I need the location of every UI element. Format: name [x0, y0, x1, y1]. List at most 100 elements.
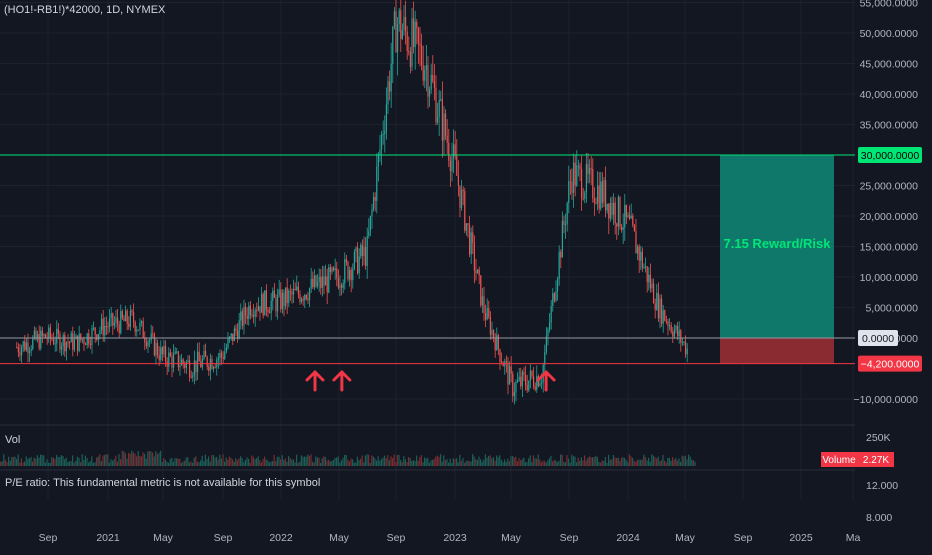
up-arrow-icon [536, 370, 556, 392]
volume-bar [504, 459, 506, 466]
volume-bar [81, 454, 83, 466]
candle-body [395, 11, 397, 53]
volume-bar [660, 460, 662, 466]
candle-body [368, 231, 370, 237]
volume-bar [508, 461, 510, 466]
volume-bar [348, 461, 350, 466]
volume-bar [139, 455, 141, 466]
volume-bar [361, 455, 363, 466]
candle-body [552, 293, 554, 307]
candle-body [30, 348, 32, 351]
volume-bar [600, 462, 602, 466]
candle-body [244, 306, 247, 316]
symbol-title[interactable]: (HO1!-RB1!)*42000, 1D, NYMEX [4, 4, 166, 16]
volume-bar [59, 457, 61, 466]
volume-bar [331, 460, 333, 466]
volume-bar [622, 457, 624, 466]
volume-bar [366, 454, 368, 466]
volume-bar [588, 456, 590, 466]
volume-bar [30, 456, 32, 466]
volume-bar [136, 456, 138, 466]
candle-body [584, 192, 586, 199]
volume-bar [120, 459, 122, 466]
volume-bar [75, 460, 77, 466]
candle-body [43, 334, 45, 337]
time-axis[interactable]: Sep 2021 May Sep 2022 May Sep 2023 May Sep 2024 May… [39, 532, 861, 544]
candle-body [184, 363, 186, 368]
pe-ratio-label: P/E ratio: This fundamental metric is no… [5, 477, 321, 489]
volume-bar [252, 456, 254, 466]
candle-body [323, 276, 325, 286]
volume-bar [515, 456, 517, 466]
risk-zone[interactable] [720, 338, 834, 364]
volume-bar [392, 458, 394, 466]
volume-bar [460, 460, 462, 466]
candle-body [49, 327, 51, 338]
volume-bar [571, 454, 573, 466]
volume-bar [603, 460, 605, 466]
candle-body [249, 305, 251, 316]
candle-body [521, 371, 523, 387]
candle-body [294, 289, 296, 291]
volume-bar [547, 460, 549, 466]
volume-bar [278, 456, 280, 466]
volume-bar [152, 452, 154, 466]
candle-body [270, 300, 272, 313]
volume-bar [464, 462, 466, 466]
position-tool[interactable]: 7.15 Reward/Risk [720, 155, 834, 364]
candle-body [308, 288, 311, 301]
volume-bar [84, 455, 86, 466]
candle-body [457, 175, 459, 186]
volume-bar [568, 458, 570, 466]
candle-body [363, 246, 365, 256]
price-axis[interactable]: 55,000.0000 50,000.0000 45,000.0000 40,000.… [821, 0, 932, 550]
volume-bar [368, 454, 370, 466]
volume-bar [283, 460, 285, 466]
candle-body [520, 376, 522, 387]
volume-bar [609, 459, 611, 466]
volume-bar [483, 459, 485, 466]
volume-bar [145, 458, 147, 466]
candle-body [369, 215, 371, 232]
candle-body [268, 312, 271, 314]
candle-body [206, 356, 208, 367]
volume-bar [654, 457, 656, 466]
volume-bar [385, 458, 387, 466]
volume-bar [681, 455, 683, 466]
volume-bar [404, 459, 406, 466]
candle-body [507, 362, 509, 385]
candle-body [667, 321, 669, 327]
candle-body [419, 43, 421, 46]
volume-bar [416, 455, 418, 466]
volume-bar [235, 458, 237, 466]
volume-bar [91, 456, 93, 466]
volume-bar [334, 457, 336, 466]
volume-bar [313, 462, 315, 466]
volume-bar [387, 455, 389, 466]
volume-bar [190, 461, 192, 466]
volume-bar [584, 455, 586, 466]
candle-body [612, 202, 615, 215]
volume-bar [664, 460, 666, 466]
candle-body [555, 290, 557, 301]
candle-body [252, 314, 255, 317]
volume-bar [134, 453, 136, 466]
volume-bar [604, 456, 606, 466]
volume-bar [22, 462, 24, 466]
volume-bar [414, 460, 416, 466]
volume-bar [614, 457, 616, 466]
reward-zone[interactable] [720, 155, 834, 338]
candle-body [409, 52, 411, 67]
volume-bar [302, 456, 304, 466]
candle-body [27, 342, 29, 354]
volume-bar [35, 458, 37, 466]
candle-body [592, 168, 594, 199]
volume-bar [20, 458, 22, 466]
candle-body [86, 333, 88, 345]
volume-bar [196, 461, 198, 466]
candle-body [361, 244, 363, 256]
candle-body [660, 298, 663, 324]
volume-bar [174, 458, 176, 466]
volume-bar [19, 462, 21, 466]
